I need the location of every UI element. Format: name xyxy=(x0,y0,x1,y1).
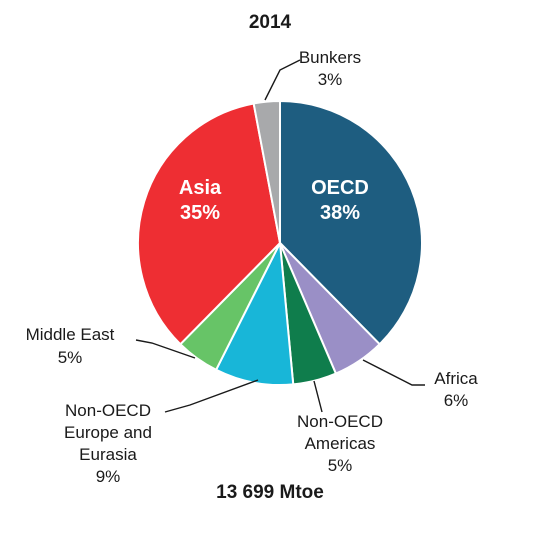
leader-line-middle-east xyxy=(135,339,196,359)
label-asia: Asia xyxy=(179,177,222,199)
slice-non-oecd-europe-and-eurasia xyxy=(214,239,295,386)
slice-bunkers xyxy=(252,99,281,244)
label-europe-eurasia-line2: Europe and xyxy=(64,423,152,442)
leader-line-non-oecd-americas xyxy=(313,380,323,413)
value-non-oecd-americas: 5% xyxy=(328,456,353,475)
slice-asia xyxy=(137,102,282,346)
label-africa: Africa xyxy=(434,369,478,388)
value-asia: 35% xyxy=(180,202,220,224)
value-europe-eurasia: 9% xyxy=(96,467,121,486)
value-bunkers: 3% xyxy=(318,70,343,89)
label-oecd: OECD xyxy=(311,177,369,199)
label-europe-eurasia-line3: Eurasia xyxy=(79,445,137,464)
value-africa: 6% xyxy=(444,391,469,410)
label-non-oecd-americas-line1: Non-OECD xyxy=(297,412,383,431)
label-middle-east: Middle East xyxy=(26,325,115,344)
leader-lines xyxy=(135,59,425,413)
leader-line-bunkers xyxy=(264,59,301,101)
label-bunkers: Bunkers xyxy=(299,48,361,67)
leader-line-africa xyxy=(362,359,425,386)
chart-title: 2014 xyxy=(249,12,292,33)
value-oecd: 38% xyxy=(320,202,360,224)
pie-slices xyxy=(137,99,423,386)
label-europe-eurasia-line1: Non-OECD xyxy=(65,401,151,420)
leader-line-europe-eurasia xyxy=(164,379,259,413)
label-non-oecd-americas-line2: Americas xyxy=(305,434,376,453)
slice-oecd xyxy=(279,99,423,346)
value-middle-east: 5% xyxy=(58,348,83,367)
total-label: 13 699 Mtoe xyxy=(216,482,324,503)
